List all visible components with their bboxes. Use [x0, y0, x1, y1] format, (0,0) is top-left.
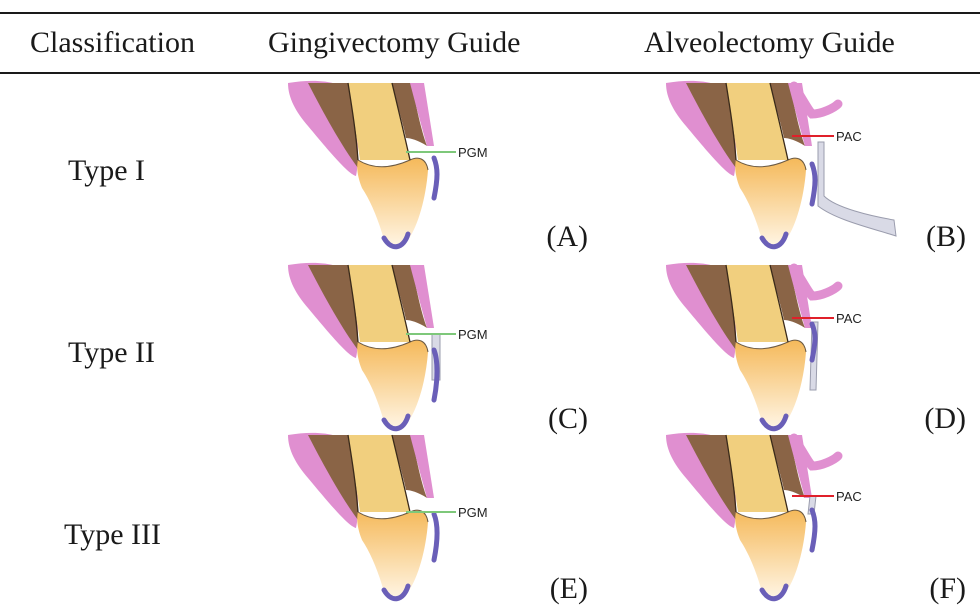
root-enamel: [348, 83, 410, 160]
palatal-bone: [392, 435, 427, 498]
labial-bone: [686, 265, 736, 350]
labial-bone: [686, 83, 736, 168]
panel-letter: (A): [546, 220, 588, 253]
panel-a-gingivectomy-type-1: PGM (A): [288, 78, 588, 256]
outline-edge: [725, 434, 789, 513]
marginal-gingiva: [809, 507, 818, 553]
panel-letter: (B): [926, 220, 966, 253]
palatal-bone: [770, 265, 805, 328]
panel-letter: (E): [549, 572, 588, 605]
incisal-gingiva: [759, 413, 789, 432]
labial-bone: [308, 435, 358, 520]
svg-text:PGM: PGM: [458, 505, 488, 520]
palatal-gingiva: [788, 265, 812, 328]
root-enamel: [726, 83, 788, 160]
crown: [735, 158, 806, 248]
lip-upper: [789, 263, 843, 301]
tooth-cross-section: PAC: [666, 432, 862, 602]
panel-f-alveolectomy-type-3: PAC (F): [666, 430, 966, 608]
root-enamel: [348, 435, 410, 512]
surgical-guide: [817, 141, 897, 237]
panel-c-gingivectomy-type-2: PGM (C): [288, 260, 588, 438]
row-label-type-2: Type II: [68, 336, 156, 369]
crown: [735, 340, 806, 430]
palatal-bone: [770, 435, 805, 498]
palatal-gingiva: [788, 435, 812, 498]
lip-upper: [789, 81, 843, 119]
table-top-rule: [0, 12, 980, 14]
crown: [357, 340, 428, 430]
row-label-type-1: Type I: [68, 154, 146, 187]
incisal-gingiva: [381, 231, 411, 250]
panel-letter: (F): [929, 572, 966, 605]
panel-letter: (C): [548, 402, 588, 435]
crown: [357, 510, 428, 600]
tooth-cross-section: PAC: [666, 80, 897, 250]
svg-text:PGM: PGM: [458, 145, 488, 160]
lip-upper: [789, 433, 843, 471]
marginal-gingiva: [431, 511, 440, 563]
svg-text:PAC: PAC: [836, 311, 862, 326]
outline-edge: [347, 434, 411, 513]
panel-d-alveolectomy-type-2: PAC (D): [666, 260, 966, 438]
tooth-cross-section: PGM: [288, 262, 488, 432]
labial-bone: [686, 435, 736, 520]
incisal-gingiva: [759, 583, 789, 602]
palatal-gingiva: [788, 83, 812, 146]
palatal-bone: [392, 83, 427, 146]
header-classification: Classification: [30, 26, 195, 59]
palatal-bone: [392, 265, 427, 328]
header-gingivectomy-guide: Gingivectomy Guide: [268, 26, 521, 59]
svg-text:PAC: PAC: [836, 129, 862, 144]
palatal-gingiva: [410, 83, 434, 146]
marginal-gingiva: [431, 347, 440, 403]
root-enamel: [726, 265, 788, 342]
crown: [735, 510, 806, 600]
tooth-cross-section: PAC: [666, 262, 862, 432]
row-label-type-3: Type III: [64, 518, 162, 551]
incisal-gingiva: [759, 231, 789, 250]
root-enamel: [726, 435, 788, 512]
crown: [357, 158, 428, 248]
svg-text:PAC: PAC: [836, 489, 862, 504]
marginal-gingiva: [809, 161, 818, 207]
incisal-gingiva: [381, 413, 411, 432]
marginal-gingiva: [809, 321, 818, 363]
root-enamel: [348, 265, 410, 342]
svg-text:PGM: PGM: [458, 327, 488, 342]
header-alveolectomy-guide: Alveolectomy Guide: [644, 26, 895, 59]
palatal-bone: [770, 83, 805, 146]
incisal-gingiva: [381, 583, 411, 602]
marginal-gingiva: [431, 155, 440, 201]
labial-bone: [308, 83, 358, 168]
palatal-gingiva: [410, 265, 434, 328]
outline-edge: [725, 82, 789, 161]
panel-b-alveolectomy-type-1: PAC (B): [666, 78, 966, 256]
panel-e-gingivectomy-type-3: PGM (E): [288, 430, 588, 608]
tooth-cross-section: PGM: [288, 432, 488, 602]
table-header-rule: [0, 72, 980, 74]
tooth-cross-section: PGM: [288, 80, 488, 250]
palatal-gingiva: [410, 435, 434, 498]
labial-bone: [308, 265, 358, 350]
panel-letter: (D): [924, 402, 966, 435]
outline-edge: [725, 264, 789, 343]
